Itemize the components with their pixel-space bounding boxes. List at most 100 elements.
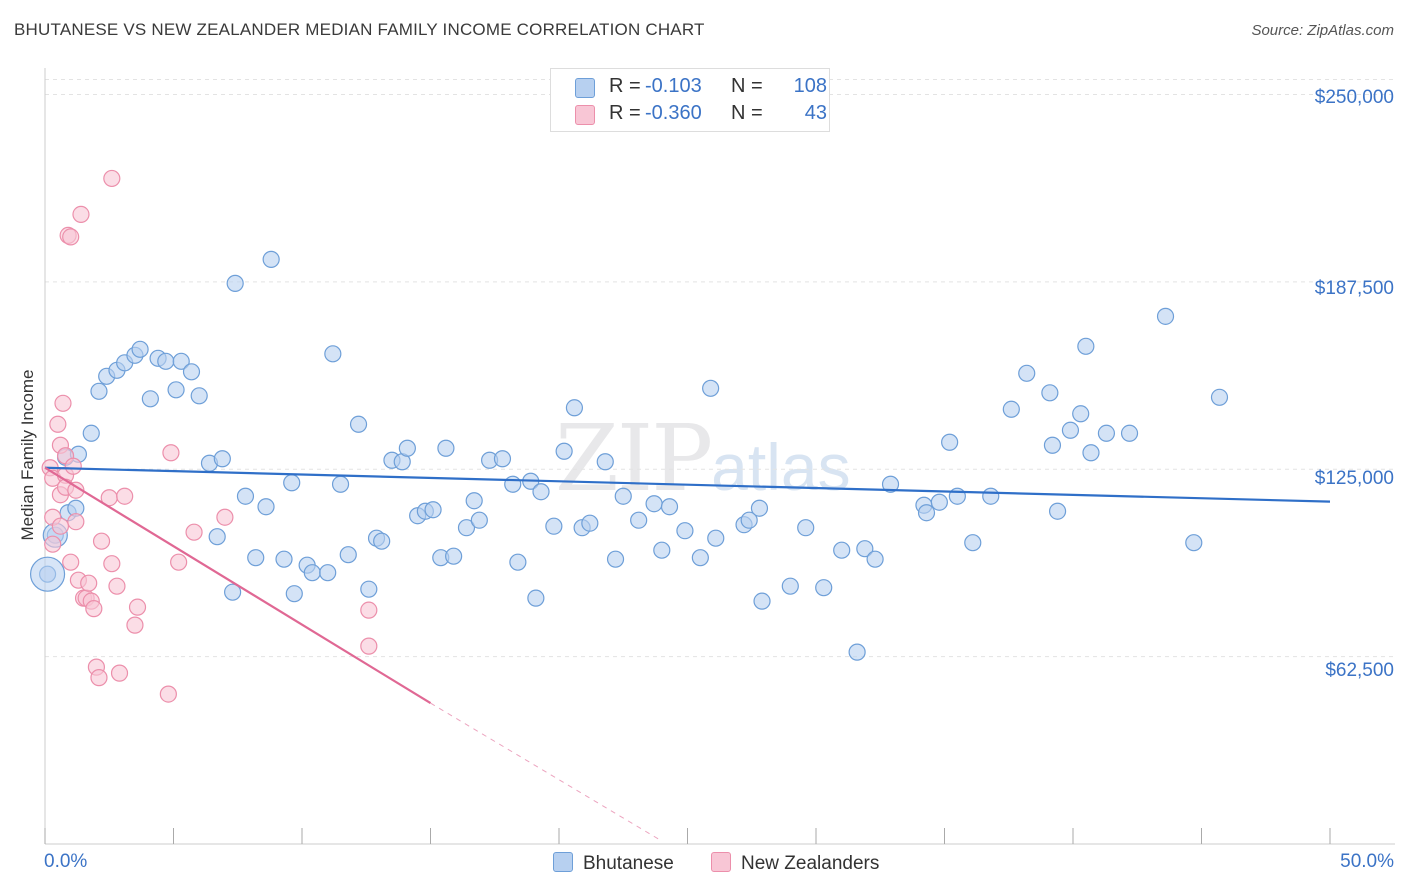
bhutanese-point <box>226 274 244 292</box>
new-zealander-point <box>103 555 121 573</box>
new-zealander-point <box>62 553 80 571</box>
new-zealander-point <box>110 664 129 682</box>
legend-r-label: R = <box>609 75 641 97</box>
bhutanese-point <box>1097 424 1116 442</box>
bhutanese-point <box>797 519 815 537</box>
bhutanese-point <box>707 529 725 547</box>
bhutanese-point <box>630 511 648 529</box>
bhutanese-point <box>224 583 242 601</box>
bhutanese-point-cluster <box>29 556 66 592</box>
bhutanese-point <box>509 553 527 571</box>
bhutanese-point <box>445 547 463 565</box>
bhutanese-point <box>1077 337 1095 355</box>
legend-swatch-pink <box>575 105 595 125</box>
bhutanese-point <box>349 415 368 433</box>
bhutanese-point <box>815 579 833 597</box>
bhutanese-point <box>555 442 573 460</box>
new-zealander-point <box>72 205 90 224</box>
bhutanese-point <box>437 439 455 457</box>
new-zealanders-trend-extension <box>430 702 663 842</box>
legend-r-label: R = <box>609 102 641 124</box>
bhutanese-point <box>781 577 799 595</box>
y-tick-label: $125,000 <box>1314 468 1394 489</box>
bhutanese-point <box>470 511 488 529</box>
bhutanese-point <box>1185 534 1203 552</box>
bhutanese-point <box>1043 436 1062 454</box>
bhutanese-point <box>866 550 884 568</box>
bhutanese-point <box>565 399 584 417</box>
bhutanese-point <box>930 493 948 511</box>
bhutanese-point <box>424 501 442 519</box>
bhutanese-point <box>1041 384 1059 402</box>
bhutanese-point <box>1156 307 1175 325</box>
bhutanese-point <box>653 541 671 559</box>
bhutanese-point <box>131 340 149 358</box>
bhutanese-point <box>275 550 293 568</box>
source-label: Source: ZipAtlas.com <box>1251 22 1394 39</box>
bhutanese-point <box>614 487 632 505</box>
new-zealander-point <box>67 513 85 531</box>
bhutanese-point <box>190 387 208 405</box>
bhutanese-point <box>1061 421 1080 439</box>
bhutanese-point <box>208 528 226 546</box>
new-zealander-point <box>170 553 188 571</box>
new-zealanders-trend-line <box>44 466 432 705</box>
legend-swatch-blue <box>575 78 595 98</box>
bhutanese-point <box>360 580 378 598</box>
bhutanese-point <box>941 433 959 451</box>
bhutanese-point <box>1072 405 1090 423</box>
new-zealander-point <box>185 523 203 541</box>
correlation-legend: R = -0.103 N = 108 R = -0.360 N = 43 <box>550 68 830 132</box>
bhutanese-point <box>373 532 391 550</box>
new-zealander-point <box>159 685 177 703</box>
bhutanese-point <box>324 345 342 363</box>
legend-n-value: 43 <box>804 102 827 124</box>
watermark-atlas: atlas <box>711 430 851 504</box>
trend-lines <box>44 466 1331 842</box>
bhutanese-point <box>339 546 357 564</box>
new-zealander-point <box>116 487 134 505</box>
series-legend-bhutanese: Bhutanese <box>553 852 674 875</box>
new-zealander-point <box>108 577 126 595</box>
new-zealander-point <box>360 601 378 619</box>
legend-swatch-pink <box>711 852 731 872</box>
x-tick-label-max: 50.0% <box>1340 851 1394 872</box>
axes <box>44 68 1395 845</box>
bhutanese-point <box>457 519 476 537</box>
bhutanese-point <box>236 487 255 505</box>
bhutanese-point <box>660 498 679 516</box>
legend-r-value: -0.103 <box>645 75 702 97</box>
new-zealander-point <box>162 444 180 462</box>
legend-n-label: N = <box>731 102 763 124</box>
new-zealander-point <box>128 598 147 616</box>
bhutanese-point <box>1018 364 1036 382</box>
series-legend-new-zealanders: New Zealanders <box>711 852 879 875</box>
bhutanese-point <box>833 541 851 559</box>
bhutanese-point <box>167 381 185 399</box>
bhutanese-point <box>917 504 936 522</box>
bhutanese-point <box>856 540 874 558</box>
bhutanese-points <box>29 250 1229 661</box>
bhutanese-point <box>257 498 275 516</box>
bhutanese-point <box>141 390 159 408</box>
bhutanese-trend-line <box>44 466 1331 503</box>
legend-n-label: N = <box>731 75 763 97</box>
bhutanese-point <box>982 487 1000 505</box>
bhutanese-point <box>262 250 280 268</box>
bhutanese-point <box>676 522 694 540</box>
bhutanese-point <box>1082 444 1100 462</box>
bhutanese-point <box>1002 400 1020 418</box>
bhutanese-point <box>596 453 614 471</box>
bhutanese-point <box>157 352 175 370</box>
bhutanese-point <box>881 475 900 493</box>
bhutanese-point <box>964 534 982 552</box>
new-zealander-point <box>64 457 82 475</box>
bhutanese-point <box>493 450 512 468</box>
bhutanese-point <box>504 475 522 493</box>
bhutanese-point <box>319 564 337 582</box>
new-zealander-point <box>216 508 234 526</box>
bhutanese-point <box>247 549 265 567</box>
bhutanese-point <box>82 424 100 442</box>
bhutanese-point <box>1210 388 1229 406</box>
